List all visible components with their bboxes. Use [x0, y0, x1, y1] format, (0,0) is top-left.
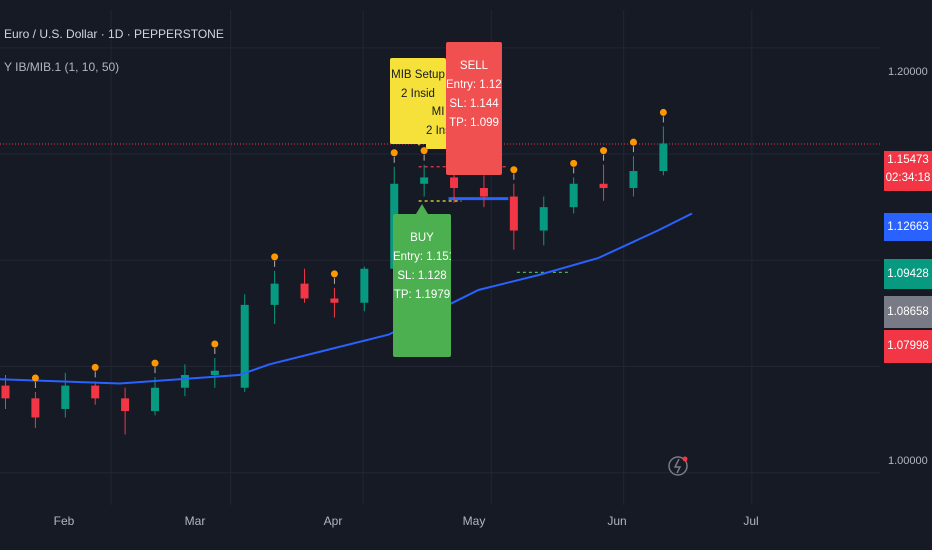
setup-marker — [271, 253, 279, 261]
candle-body — [629, 171, 638, 189]
candle-body — [1, 385, 10, 399]
setup-marker — [31, 374, 39, 382]
setup-marker — [151, 359, 159, 367]
current-price-badge: 1.15473 02:34:18 — [884, 151, 932, 191]
candle-body — [180, 374, 189, 388]
buy-entry: Entry: 1.1513 — [393, 251, 451, 263]
buy-take-profit: TP: 1.1979 — [393, 289, 451, 301]
mib-setup-line1: MIB Setup — [391, 69, 445, 81]
candle-body — [31, 398, 40, 418]
time-tick: Jun — [607, 514, 627, 528]
candle-body — [509, 196, 518, 231]
candle-body — [479, 188, 488, 197]
symbol-title[interactable]: Euro / U.S. Dollar · 1D · PEPPERSTONE — [4, 27, 224, 41]
candle-body — [151, 387, 160, 412]
grid — [0, 10, 880, 505]
setup-marker — [390, 149, 398, 157]
buy-pointer — [416, 204, 428, 214]
bar-countdown: 02:34:18 — [885, 172, 931, 184]
ema-badge: 1.12663 — [884, 213, 932, 241]
candle-body — [569, 183, 578, 208]
setup-marker — [510, 166, 518, 174]
candle-body — [659, 143, 668, 172]
setup-marker — [91, 363, 99, 371]
mib-setup-2-line1: MI — [431, 106, 445, 118]
candle-body — [91, 385, 100, 399]
buy-label: BUY Entry: 1.1513 SL: 1.128 TP: 1.1979 — [393, 214, 451, 357]
setup-marker — [600, 147, 608, 155]
sell-entry: Entry: 1.129 — [446, 79, 502, 91]
candle-body — [360, 268, 369, 303]
candle-body — [121, 398, 130, 412]
tp-level-badge: 1.09428 — [884, 259, 932, 289]
setup-marker — [570, 159, 578, 167]
sell-label: SELL Entry: 1.129 SL: 1.144 TP: 1.099 — [446, 42, 502, 175]
sl-level-badge: 1.07998 — [884, 330, 932, 363]
price-tick: 1.20000 — [888, 66, 928, 78]
sell-stop-loss: SL: 1.144 — [449, 98, 499, 110]
setup-markers — [31, 108, 667, 388]
ema-line — [0, 212, 693, 385]
indicator-title[interactable]: Y IB/MIB.1 (1, 10, 50) — [4, 60, 120, 74]
candle-body — [450, 177, 459, 189]
level-badge: 1.08658 — [884, 296, 932, 328]
setup-marker — [420, 147, 428, 155]
setup-marker — [211, 340, 219, 348]
candle-body — [240, 304, 249, 388]
time-tick: Jul — [743, 514, 759, 528]
alert-clock-icon[interactable] — [668, 456, 688, 476]
setup-marker — [330, 270, 338, 278]
sell-take-profit: TP: 1.099 — [449, 117, 499, 129]
candle-body — [61, 385, 70, 409]
candle-body — [330, 298, 339, 303]
time-tick: May — [462, 514, 486, 528]
candle-body — [270, 283, 279, 305]
candle-body — [420, 177, 429, 184]
price-tick: 1.00000 — [888, 455, 928, 467]
candle-body — [300, 283, 309, 299]
setup-marker — [629, 138, 637, 146]
candle-body — [539, 207, 548, 231]
candle-body — [210, 370, 219, 375]
current-price-value: 1.15473 — [887, 154, 929, 166]
time-tick: Mar — [184, 514, 206, 528]
setup-marker — [659, 108, 667, 116]
mib-setup-2-line2: 2 Ins — [426, 125, 450, 137]
buy-stop-loss: SL: 1.128 — [397, 270, 447, 282]
candle-body — [599, 183, 608, 189]
time-tick: Feb — [53, 514, 75, 528]
sell-title: SELL — [459, 60, 489, 72]
time-tick: Apr — [323, 514, 343, 528]
buy-title: BUY — [410, 232, 434, 244]
